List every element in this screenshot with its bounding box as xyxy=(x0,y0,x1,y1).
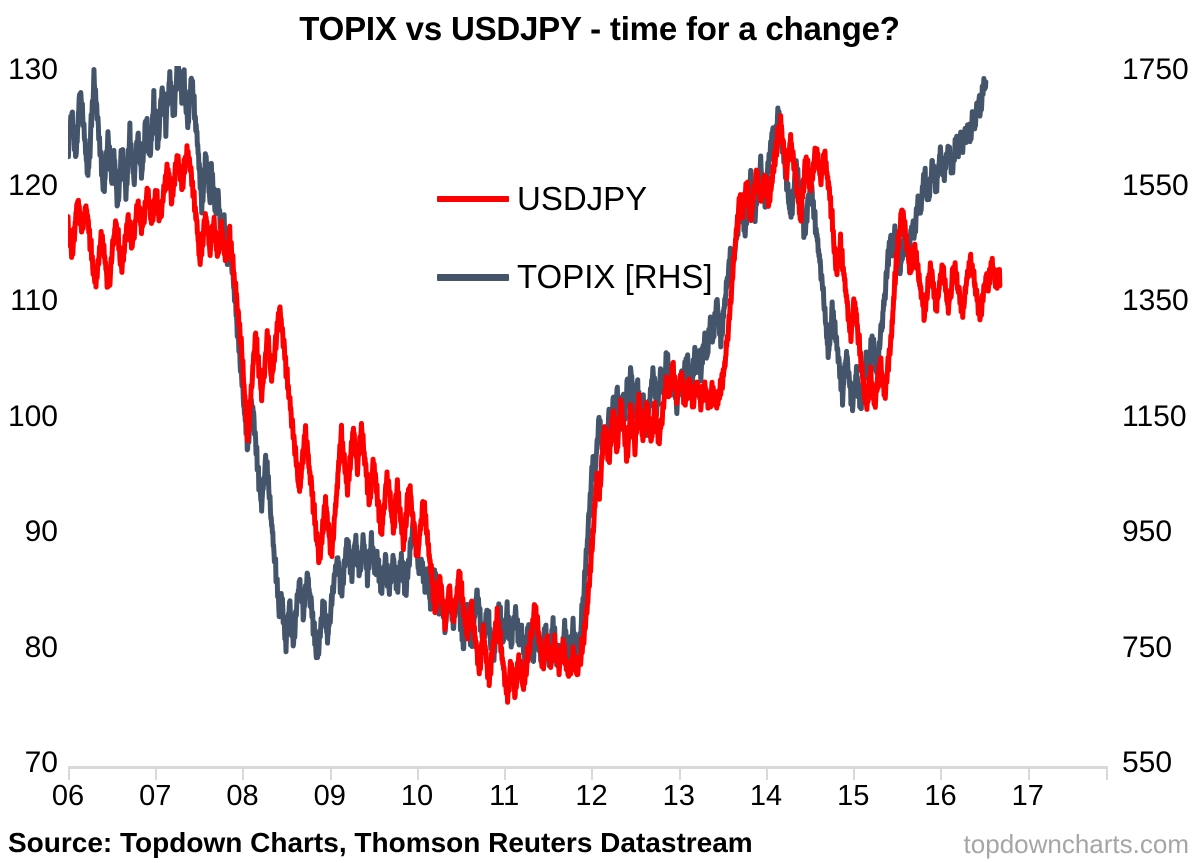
topix-line xyxy=(68,66,989,669)
x-axis-tick xyxy=(242,769,245,780)
x-axis-tick xyxy=(1027,769,1030,780)
x-axis-tick-label: 11 xyxy=(489,780,520,812)
x-axis-tick xyxy=(678,769,681,780)
usdjpy-line xyxy=(68,113,1003,705)
legend: USDJPY TOPIX [RHS] xyxy=(437,160,713,316)
x-axis-tick xyxy=(853,769,856,780)
source-note: Source: Topdown Charts, Thomson Reuters … xyxy=(8,827,753,858)
x-axis-tick-label: 15 xyxy=(837,780,870,812)
x-axis-tick-label: 09 xyxy=(313,780,346,812)
x-axis-tick-label: 17 xyxy=(1011,780,1044,812)
y-axis-right-tick: 1750 xyxy=(1122,53,1189,86)
y-axis-left-tick: 130 xyxy=(7,53,58,86)
x-axis-tick xyxy=(940,769,943,780)
legend-label-usdjpy: USDJPY xyxy=(517,180,648,217)
x-axis-tick-label: 12 xyxy=(575,780,608,812)
x-axis-tick-label: 14 xyxy=(749,780,783,812)
y-axis-left-tick: 100 xyxy=(7,399,58,433)
x-axis-tick xyxy=(1106,769,1108,780)
x-axis-tick xyxy=(416,769,419,780)
watermark: topdowncharts.com xyxy=(963,829,1189,859)
x-axis-tick-label: 07 xyxy=(139,780,172,812)
y-axis-right-tick: 750 xyxy=(1122,630,1173,664)
x-axis-tick xyxy=(68,769,70,780)
legend-swatch-topix-icon xyxy=(437,273,509,281)
y-axis-left-tick: 80 xyxy=(24,630,58,664)
x-axis-tick-label: 13 xyxy=(662,780,695,812)
legend-item-usdjpy: USDJPY xyxy=(437,160,713,238)
x-axis-line xyxy=(68,766,1108,769)
legend-label-topix: TOPIX [RHS] xyxy=(517,258,713,295)
y-axis-left-tick: 110 xyxy=(10,284,58,317)
x-axis-tick-label: 16 xyxy=(924,780,957,812)
y-axis-right-tick: 1350 xyxy=(1122,284,1189,317)
legend-item-topix: TOPIX [RHS] xyxy=(437,238,713,316)
y-axis-right-tick: 1550 xyxy=(1122,168,1189,202)
x-axis-tick xyxy=(591,769,594,780)
x-axis-tick xyxy=(765,769,768,780)
x-axis-tick-label: 10 xyxy=(400,780,434,812)
y-axis-right-tick: 550 xyxy=(1122,746,1173,779)
y-axis-left-tick: 90 xyxy=(24,515,58,548)
x-axis-tick-label: 08 xyxy=(226,780,259,812)
y-axis-left-tick: 120 xyxy=(7,168,58,202)
x-axis-tick xyxy=(155,769,158,780)
x-axis-tick xyxy=(329,769,332,780)
series-canvas xyxy=(68,66,1003,705)
y-axis-left-tick: 70 xyxy=(24,746,58,779)
page-title: TOPIX vs USDJPY - time for a change? xyxy=(299,10,900,47)
y-axis-right-tick: 950 xyxy=(1122,515,1173,548)
x-axis-tick-label: 06 xyxy=(51,780,85,812)
x-axis-tick xyxy=(504,769,507,780)
legend-swatch-usdjpy-icon xyxy=(437,196,509,202)
plot-area xyxy=(68,66,1108,769)
y-axis-right-tick: 1150 xyxy=(1122,399,1187,433)
